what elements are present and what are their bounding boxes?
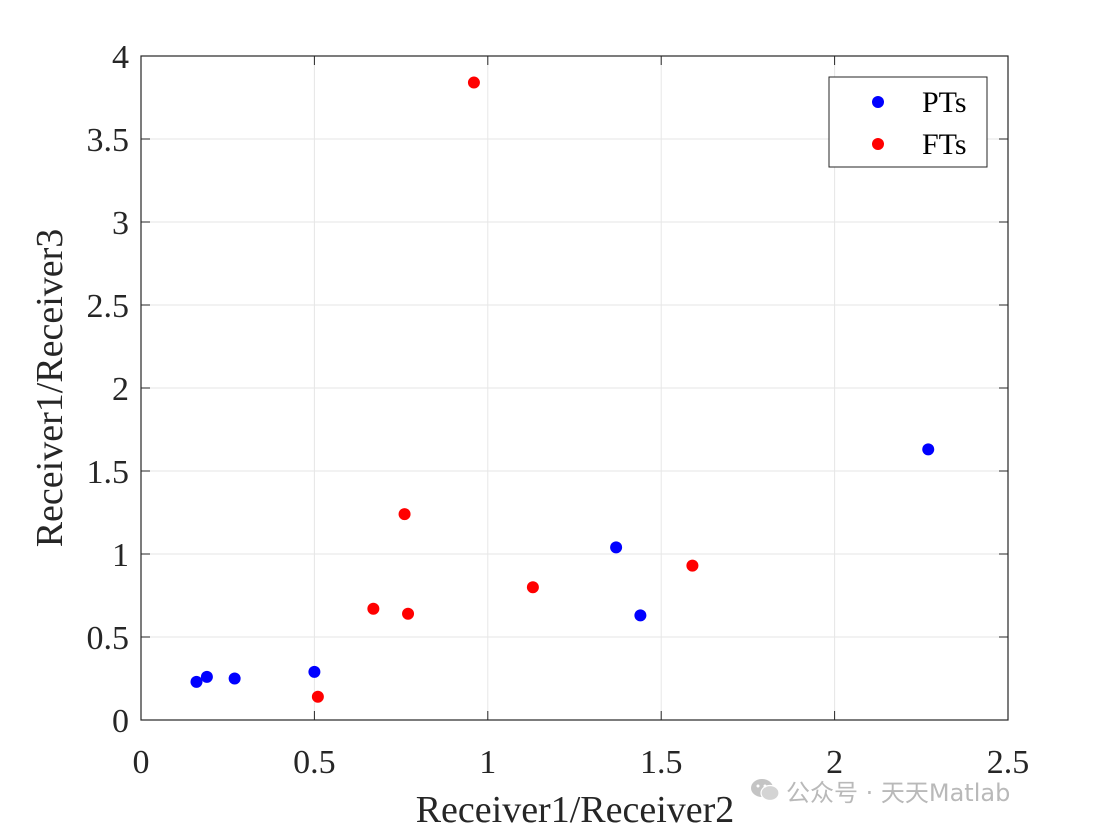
data-point-pts [634,609,647,622]
y-tick-label: 2 [112,371,129,408]
y-tick-label: 1 [112,537,129,574]
data-point-pts [610,541,623,554]
y-tick-label: 2.5 [87,288,130,325]
data-point-fts [311,690,324,703]
legend-box [828,76,988,168]
x-tick-label: 1.5 [640,744,683,781]
x-tick-label: 2 [826,744,843,781]
data-point-fts [367,602,380,615]
legend-label-pts: PTs [922,86,967,119]
y-axis-label: Receiver1/Receiver3 [29,229,71,548]
y-tick-labels: 0 0.5 1 1.5 2 2.5 3 3.5 4 [87,39,130,740]
y-tick-label: 0.5 [87,620,130,657]
legend-marker-pts [872,96,884,108]
data-point-pts [308,665,321,678]
legend-label-fts: FTs [922,128,967,161]
data-point-fts [467,76,480,89]
x-tick-label: 0.5 [293,744,336,781]
data-point-pts [190,675,203,688]
y-tick-label: 3 [112,205,129,242]
wechat-icon [751,779,780,802]
y-tick-label: 3.5 [87,122,130,159]
data-point-pts [200,670,213,683]
data-points [190,76,935,703]
watermark-text: 公众号 · 天天Matlab [786,778,1011,807]
data-point-pts [922,443,935,456]
x-tick-label: 0 [133,744,150,781]
watermark: 公众号 · 天天Matlab [750,773,1010,807]
x-tick-label: 1 [479,744,496,781]
legend: PTs FTs [828,76,988,168]
data-point-pts [228,672,241,685]
data-point-fts [398,508,411,521]
y-tick-label: 1.5 [87,454,130,491]
data-point-fts [686,559,699,572]
x-tick-label: 2.5 [987,744,1030,781]
data-point-fts [402,607,415,620]
y-tick-label: 4 [112,39,129,76]
data-point-fts [526,581,539,594]
x-tick-labels: 0 0.5 1 1.5 2 2.5 [133,744,1030,781]
legend-marker-fts [872,138,884,150]
x-axis-label: Receiver1/Receiver2 [416,789,735,831]
y-tick-label: 0 [112,703,129,740]
tick-marks [140,55,1009,721]
